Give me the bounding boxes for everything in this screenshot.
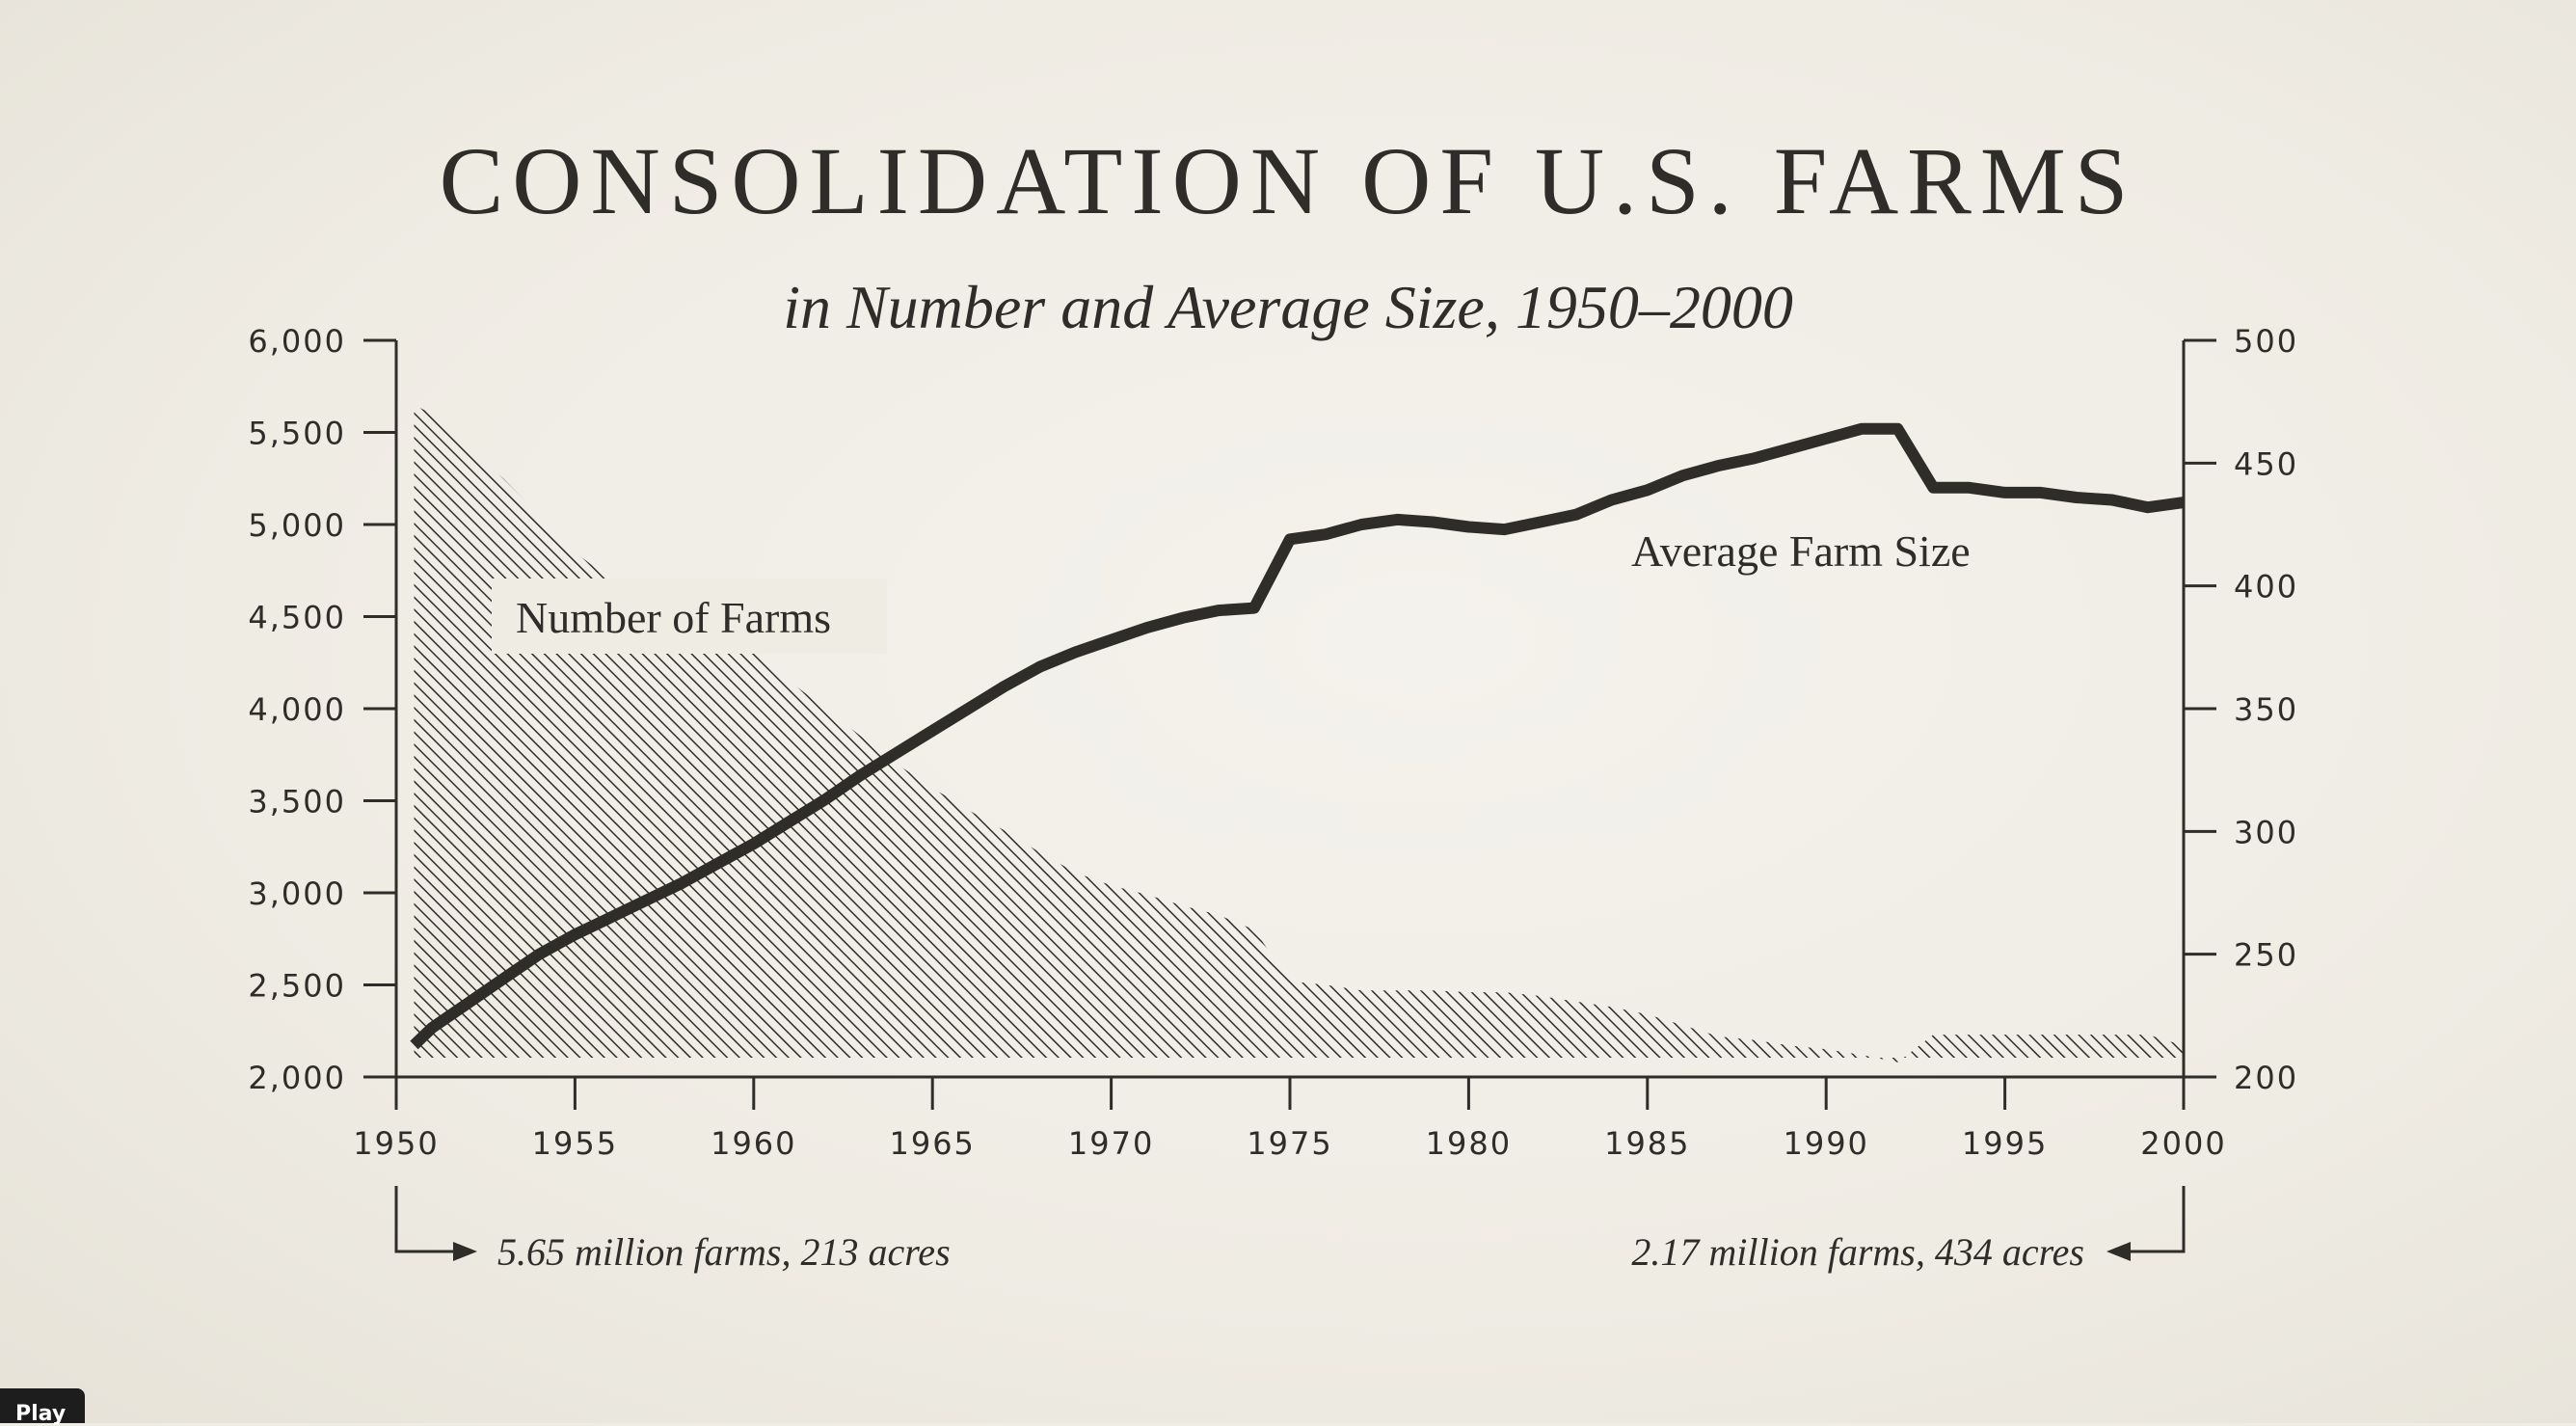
x-tick-label: 1975 bbox=[1247, 1125, 1332, 1162]
number-of-farms-label-bg bbox=[492, 578, 887, 654]
play-button[interactable]: Play bbox=[0, 1388, 85, 1425]
arrow-left-icon bbox=[2106, 1242, 2131, 1261]
left-y-tick-label: 6,000 bbox=[248, 323, 346, 360]
right-y-tick-label: 450 bbox=[2234, 445, 2298, 482]
left-y-tick-label: 4,000 bbox=[248, 691, 346, 728]
left-y-tick-label: 2,000 bbox=[248, 1060, 346, 1096]
right-annotation-bracket bbox=[2121, 1186, 2186, 1253]
x-tick-label: 1960 bbox=[711, 1125, 796, 1162]
end-annotation: 2.17 million farms, 434 acres bbox=[1631, 1230, 2084, 1274]
x-tick-label: 1980 bbox=[1426, 1125, 1512, 1162]
x-tick-label: 1965 bbox=[889, 1125, 975, 1162]
left-y-tick-label: 4,500 bbox=[248, 600, 346, 636]
left-y-tick-label: 5,000 bbox=[248, 507, 346, 544]
x-tick-label: 1990 bbox=[1783, 1125, 1868, 1162]
x-tick-label: 1950 bbox=[353, 1125, 439, 1162]
right-y-tick-label: 300 bbox=[2234, 814, 2298, 850]
arrow-right-icon bbox=[453, 1242, 477, 1261]
x-tick-label: 1995 bbox=[1962, 1125, 2048, 1162]
left-y-tick-label: 2,500 bbox=[248, 968, 346, 1005]
left-y-tick-label: 5,500 bbox=[248, 416, 346, 452]
start-annotation: 5.65 million farms, 213 acres bbox=[497, 1230, 951, 1274]
x-tick-label: 1985 bbox=[1604, 1125, 1690, 1162]
x-tick-label: 1955 bbox=[532, 1125, 618, 1162]
average-farm-size-label: Average Farm Size bbox=[1631, 526, 1971, 576]
right-y-tick-label: 200 bbox=[2234, 1060, 2298, 1096]
right-y-tick-label: 500 bbox=[2234, 323, 2298, 360]
left-y-tick-label: 3,000 bbox=[248, 875, 346, 912]
left-y-tick-label: 3,500 bbox=[248, 784, 346, 821]
x-tick-label: 1970 bbox=[1068, 1125, 1154, 1162]
x-tick-label: 2000 bbox=[2140, 1125, 2226, 1162]
average-farm-size-line bbox=[410, 422, 2185, 1050]
number-of-farms-label: Number of Farms bbox=[516, 593, 831, 642]
chart-title: CONSOLIDATION OF U.S. FARMS bbox=[439, 127, 2137, 234]
number-of-farms-area bbox=[414, 404, 2184, 1063]
right-y-tick-label: 250 bbox=[2234, 937, 2298, 974]
left-annotation-bracket bbox=[394, 1186, 463, 1253]
chart-subtitle: in Number and Average Size, 1950–2000 bbox=[783, 273, 1793, 341]
right-y-tick-label: 400 bbox=[2234, 569, 2298, 605]
right-y-tick-label: 350 bbox=[2234, 691, 2298, 728]
